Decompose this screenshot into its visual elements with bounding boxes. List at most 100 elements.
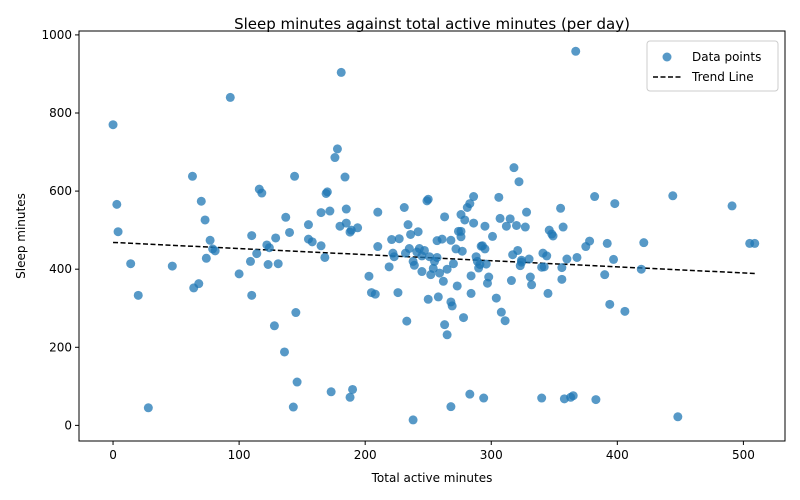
data-point [568, 391, 578, 401]
data-point [225, 92, 235, 102]
data-point [345, 392, 355, 402]
data-point [591, 395, 601, 405]
data-point [290, 171, 300, 181]
data-point [403, 220, 413, 230]
x-tick-label: 500 [732, 448, 755, 462]
data-point [457, 246, 467, 256]
data-point [571, 46, 581, 56]
data-point [466, 288, 476, 298]
data-point [750, 238, 760, 248]
data-point [413, 227, 423, 237]
data-point [364, 271, 374, 281]
data-point [194, 279, 204, 289]
data-point [423, 294, 433, 304]
data-point [511, 220, 521, 230]
chart-title: Sleep minutes against total active minut… [234, 15, 630, 33]
data-point [408, 415, 418, 425]
data-point [440, 212, 450, 222]
data-point [285, 227, 295, 237]
data-point [247, 290, 257, 300]
data-point [524, 254, 534, 264]
data-point [469, 218, 479, 228]
data-point [435, 268, 445, 278]
data-point [727, 201, 737, 211]
data-point [234, 269, 244, 279]
data-point [520, 222, 530, 232]
data-point [428, 263, 438, 273]
data-point [126, 259, 136, 269]
data-point [112, 199, 122, 209]
x-tick-label: 0 [109, 448, 117, 462]
data-point [438, 276, 448, 286]
y-tick-label: 1000 [41, 28, 72, 42]
y-tick-label: 0 [64, 418, 72, 432]
data-point [558, 222, 568, 232]
data-point [527, 280, 537, 290]
data-point [539, 262, 549, 272]
data-point [479, 393, 489, 403]
data-point [332, 144, 342, 154]
data-point [495, 213, 505, 223]
data-point [600, 270, 610, 280]
data-point [143, 403, 153, 413]
data-point [325, 206, 335, 216]
data-point [322, 187, 332, 197]
y-axis: 0 200 400 600 800 1000 [41, 28, 79, 432]
x-tick-label: 100 [228, 448, 251, 462]
data-point [133, 290, 143, 300]
data-point [394, 234, 404, 244]
data-point [491, 293, 501, 303]
y-tick-label: 400 [49, 262, 72, 276]
data-point [419, 245, 429, 255]
data-point [509, 163, 519, 173]
data-point [196, 196, 206, 206]
x-axis: 0 100 200 300 400 500 [109, 441, 755, 462]
data-point [316, 208, 326, 218]
data-point [505, 214, 515, 224]
data-point [466, 271, 476, 281]
x-tick-label: 200 [354, 448, 377, 462]
data-point [108, 120, 118, 130]
data-point [370, 289, 380, 299]
data-point [480, 221, 490, 231]
data-point [557, 263, 567, 273]
data-point [590, 192, 600, 202]
data-point [609, 254, 619, 264]
data-point [201, 253, 211, 263]
data-point [514, 177, 524, 187]
legend-label-data-points: Data points [692, 50, 761, 64]
data-point [187, 171, 197, 181]
data-point [406, 229, 416, 239]
data-point [636, 264, 646, 274]
data-point [557, 274, 567, 284]
data-point [610, 199, 620, 209]
data-point [205, 235, 215, 245]
data-point [668, 191, 678, 201]
y-tick-label: 200 [49, 340, 72, 354]
data-point [320, 252, 330, 262]
data-point [465, 389, 475, 399]
data-point [387, 235, 397, 245]
data-point [562, 254, 572, 264]
data-point [620, 306, 630, 316]
data-point [460, 215, 470, 225]
data-point [292, 377, 302, 387]
data-point [500, 316, 510, 326]
data-point [353, 223, 363, 233]
data-point [501, 221, 511, 231]
trend-line-layer [113, 241, 755, 275]
data-point [271, 233, 281, 243]
data-points-layer [108, 46, 760, 425]
data-point [494, 192, 504, 202]
data-point [442, 264, 452, 274]
data-point [522, 207, 532, 217]
plot-area-frame [78, 30, 786, 442]
data-point [257, 188, 267, 198]
data-point [556, 203, 566, 213]
data-point [459, 313, 469, 323]
data-point [517, 257, 527, 267]
data-point [316, 241, 326, 251]
data-point [247, 231, 257, 241]
data-point [340, 172, 350, 182]
